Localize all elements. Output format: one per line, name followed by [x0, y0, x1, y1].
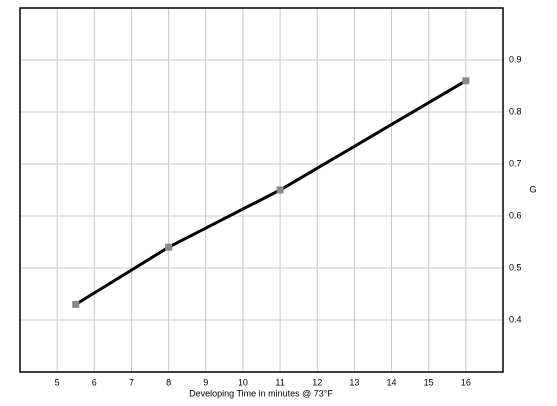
- marker: [462, 77, 470, 85]
- marker: [72, 300, 80, 308]
- x-tick-label: 6: [92, 377, 97, 387]
- marker: [276, 186, 284, 194]
- y-tick-label: 0.4: [509, 314, 522, 324]
- x-tick-label: 10: [238, 377, 248, 387]
- y-tick-label: 0.8: [509, 106, 522, 116]
- x-tick-label: 7: [129, 377, 134, 387]
- x-tick-label: 14: [387, 377, 397, 387]
- x-tick-label: 8: [166, 377, 171, 387]
- y-tick-label: 0.5: [509, 262, 522, 272]
- x-tick-label: 13: [349, 377, 359, 387]
- line: [74, 79, 467, 306]
- y-tick-label: 0.9: [509, 54, 522, 64]
- x-axis-label: Developing Time in minutes @ 73°F: [189, 388, 333, 398]
- x-tick-label: 12: [312, 377, 322, 387]
- y-tick-label: 0.7: [509, 158, 522, 168]
- x-tick-label: 11: [275, 377, 284, 387]
- marker: [165, 243, 173, 251]
- x-tick-label: 15: [424, 377, 434, 387]
- x-tick-label: 16: [461, 377, 471, 387]
- x-tick-label: 5: [55, 377, 60, 387]
- plot-frame: [19, 7, 504, 373]
- y-axis-label: G: [529, 184, 536, 194]
- x-tick-label: 9: [203, 377, 208, 387]
- y-tick-label: 0.6: [509, 210, 522, 220]
